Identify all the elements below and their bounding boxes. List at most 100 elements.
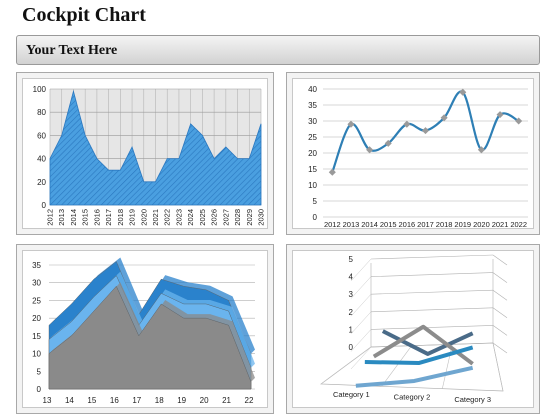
subtitle-text: Your Text Here xyxy=(26,43,118,58)
y-tick-label: 4 xyxy=(349,273,354,282)
left-wall-gridline xyxy=(350,346,372,370)
3d-area-chart: 0 5 10 15 20 25 30 35 13 14 15 16 17 18 19 20 21 22 xyxy=(32,257,255,405)
y-tick-label: 35 xyxy=(32,261,41,270)
area-series xyxy=(49,89,262,206)
panel-line-chart: 0 5 10 15 20 25 30 35 40 2012 2013 2014 2015 2016 2017… xyxy=(286,72,540,235)
y-tick-label: 25 xyxy=(308,133,317,142)
back-wall-gridline xyxy=(370,272,494,277)
x-tick-label: 22 xyxy=(245,396,254,405)
x-tick-label: 17 xyxy=(132,396,141,405)
x-tick-label: 2025 xyxy=(198,209,207,226)
x-tick-label: 2020 xyxy=(473,220,490,229)
y-tick-label: 1 xyxy=(349,325,354,334)
data-point xyxy=(477,146,485,154)
y-tick-label: 0 xyxy=(42,201,47,210)
data-point xyxy=(403,120,411,128)
x-tick-label: 2019 xyxy=(128,209,137,226)
page-title: Cockpit Chart xyxy=(22,4,146,26)
x-tick-label: 2027 xyxy=(221,209,230,226)
y-tick-label: 80 xyxy=(37,108,46,117)
side-wall-gridline xyxy=(492,342,508,354)
y-tick-label: 5 xyxy=(313,197,318,206)
line-series xyxy=(355,365,474,388)
y-tick-label: 0 xyxy=(37,385,42,394)
y-tick-label: 40 xyxy=(308,85,317,94)
y-tick-label: 5 xyxy=(349,255,354,264)
x-tick-label: 2012 xyxy=(46,209,55,226)
x-tick-label: 21 xyxy=(222,396,231,405)
y-tick-label: 5 xyxy=(37,367,42,376)
line-series xyxy=(364,345,474,366)
x-tick-label: 2022 xyxy=(163,209,172,226)
y-tick-label: 0 xyxy=(349,343,354,352)
x-tick-label: Category 3 xyxy=(454,395,491,404)
x-tick-label: 15 xyxy=(87,396,96,405)
x-tick-label: Category 2 xyxy=(394,393,431,402)
x-tick-label: 2030 xyxy=(257,209,266,226)
y-tick-label: 3 xyxy=(349,290,354,299)
y-tick-label: 30 xyxy=(308,117,317,126)
x-tick-label: 2012 xyxy=(324,220,341,229)
left-wall-gridline xyxy=(350,258,372,282)
side-wall-gridline xyxy=(492,272,508,283)
y-tick-label: 20 xyxy=(37,178,46,187)
x-tick-label: 2022 xyxy=(510,220,527,229)
x-tick-label: 2018 xyxy=(116,209,125,226)
x-tick-label: 2024 xyxy=(186,209,195,226)
y-tick-label: 30 xyxy=(32,279,41,288)
floor-gridline xyxy=(442,344,453,389)
x-tick-label: 20 xyxy=(200,396,209,405)
y-tick-label: 35 xyxy=(308,101,317,110)
x-tick-label: 16 xyxy=(110,396,119,405)
panel-area-chart: 0 20 40 60 80 100 2012 2013 2014 2015 2016 2017 2018… xyxy=(16,72,274,235)
3d-line-chart: 0 1 2 3 4 5 Category 1 Category 2 Category 3 xyxy=(319,254,508,404)
data-point xyxy=(421,127,430,135)
side-wall-gridline xyxy=(492,307,508,319)
y-tick-label: 10 xyxy=(32,350,41,359)
y-tick-label: 0 xyxy=(313,213,318,222)
x-tick-label: Category 1 xyxy=(333,390,370,399)
y-tick-label: 25 xyxy=(32,296,41,305)
subtitle-bar: Your Text Here xyxy=(16,35,540,65)
y-tick-label: 20 xyxy=(32,314,41,323)
x-tick-label: 2019 xyxy=(454,220,471,229)
left-wall-gridline xyxy=(350,329,372,352)
left-wall-gridline xyxy=(350,276,372,299)
x-tick-label: 2018 xyxy=(436,220,453,229)
x-tick-label: 2015 xyxy=(81,209,90,226)
x-tick-label: 19 xyxy=(177,396,186,405)
floor-gridline xyxy=(320,346,372,385)
data-point xyxy=(328,168,336,176)
panel-3d-area-chart: 0 5 10 15 20 25 30 35 13 14 15 16 17 18 19 20 21 22 xyxy=(16,244,274,414)
area-chart: 0 20 40 60 80 100 2012 2013 2014 2015 2016 2017 2018… xyxy=(33,85,266,226)
y-tick-label: 60 xyxy=(37,131,46,140)
data-point xyxy=(366,146,374,154)
y-tick-label: 15 xyxy=(32,332,41,341)
y-tick-label: 2 xyxy=(349,308,354,317)
side-wall-gridline xyxy=(492,325,508,336)
x-tick-label: 2028 xyxy=(233,209,242,226)
y-tick-label: 15 xyxy=(308,165,317,174)
x-tick-label: 2016 xyxy=(92,209,101,226)
area-series xyxy=(48,285,252,390)
x-tick-label: 2023 xyxy=(174,209,183,226)
side-wall-gridline xyxy=(492,254,508,266)
x-tick-label: 2013 xyxy=(343,220,360,229)
y-tick-label: 10 xyxy=(308,181,317,190)
back-wall-gridline xyxy=(370,325,494,330)
x-tick-label: 2014 xyxy=(361,220,378,229)
x-tick-label: 2021 xyxy=(151,209,160,226)
x-tick-label: 13 xyxy=(43,396,52,405)
side-wall-gridline xyxy=(492,289,508,301)
back-wall-gridline xyxy=(370,307,494,313)
x-tick-label: 2013 xyxy=(57,209,66,226)
left-wall-gridline xyxy=(350,311,372,334)
panel-3d-line-chart: 0 1 2 3 4 5 Category 1 Category 2 Category 3 xyxy=(286,244,540,414)
x-tick-label: 2016 xyxy=(399,220,416,229)
left-wall-gridline xyxy=(350,294,372,317)
x-tick-label: 18 xyxy=(155,396,164,405)
y-tick-label: 40 xyxy=(37,155,46,164)
x-tick-label: 2015 xyxy=(380,220,397,229)
data-point xyxy=(515,117,523,125)
x-tick-label: 2017 xyxy=(417,220,434,229)
